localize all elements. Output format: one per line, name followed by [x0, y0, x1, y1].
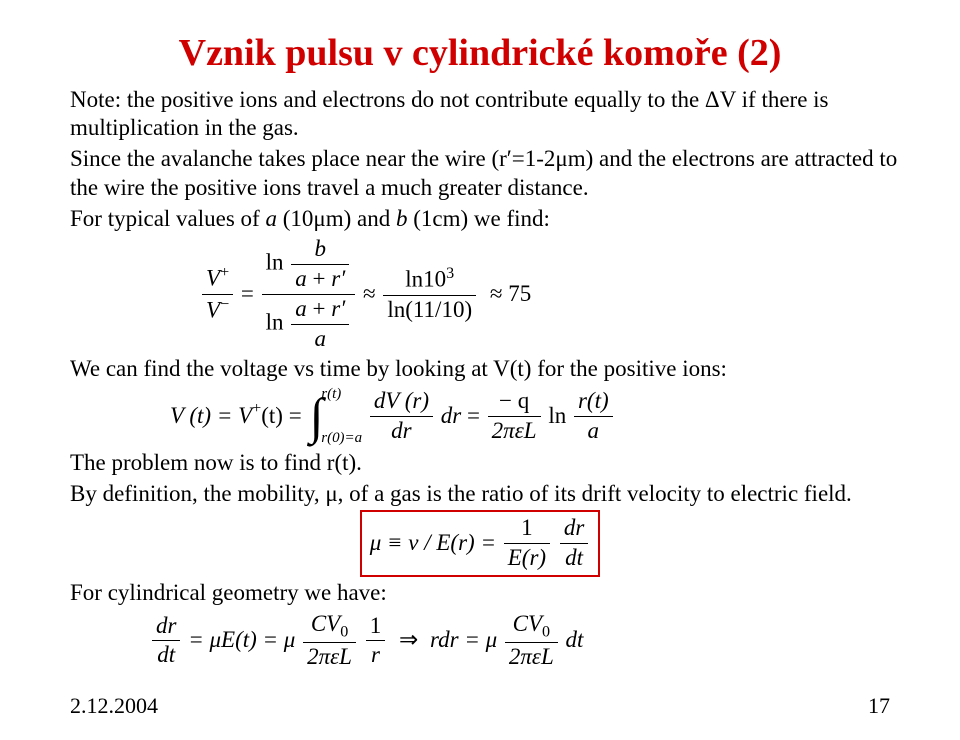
var-b: b — [396, 206, 408, 231]
text: (1cm) we find: — [407, 206, 549, 231]
var-a: a — [265, 206, 277, 231]
footer-page: 17 — [868, 692, 890, 720]
equation-vt: V (t) = V+(t) = ∫ r(t) r(0)=a dV (r) dr … — [170, 386, 920, 447]
paragraph-1c: For typical values of a (10μm) and b (1c… — [70, 205, 920, 234]
footer: 2.12.2004 17 — [40, 692, 920, 720]
equation-mobility: μ ≡ v / E(r) = 1 E(r) dr dt — [40, 510, 920, 577]
footer-date: 2.12.2004 — [70, 692, 158, 720]
paragraph-1b: Since the avalanche takes place near the… — [70, 145, 920, 203]
paragraph-5: For cylindrical geometry we have: — [70, 579, 920, 608]
paragraph-3: The problem now is to find r(t). — [70, 449, 920, 478]
equation-ratio: V+ V− = ln b a + r′ ln a + r′ a ≈ ln103 … — [200, 235, 920, 353]
text: For typical values of — [70, 206, 265, 231]
text: (10μm) and — [277, 206, 396, 231]
equation-cylindrical: dr dt = μE(t) = μ CV0 2πεL 1 r ⇒ rdr = μ… — [150, 610, 920, 672]
paragraph-1a: Note: the positive ions and electrons do… — [70, 86, 920, 144]
page-title: Vznik pulsu v cylindrické komoře (2) — [40, 30, 920, 78]
paragraph-2: We can find the voltage vs time by looki… — [70, 355, 920, 384]
paragraph-4: By definition, the mobility, μ, of a gas… — [70, 480, 920, 509]
